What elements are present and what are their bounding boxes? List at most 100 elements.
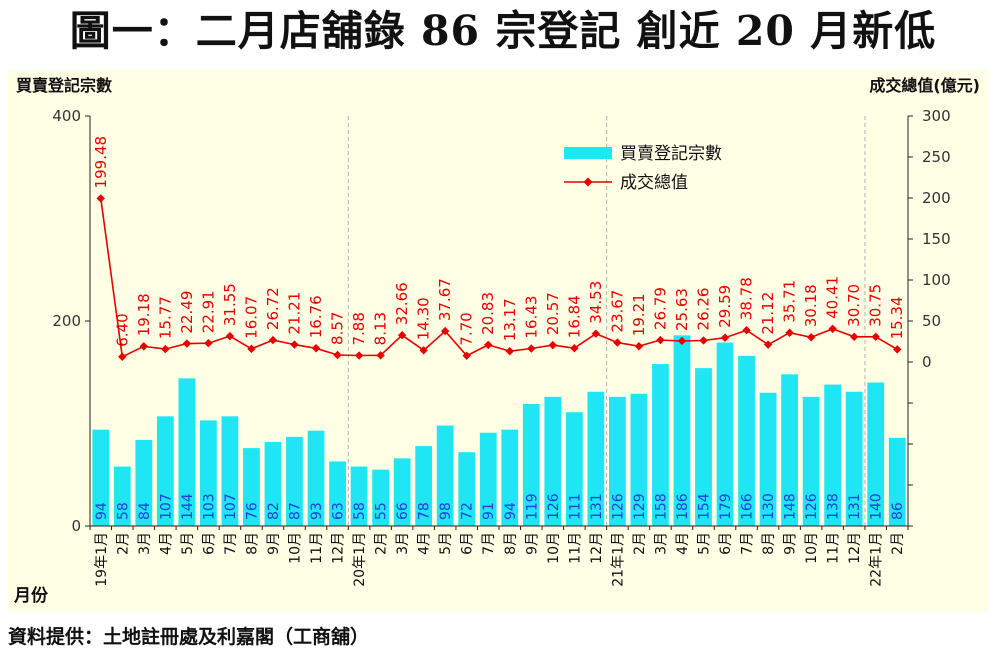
x-tick-label: 10月 <box>546 532 562 564</box>
x-tick-label: 7月 <box>481 532 497 555</box>
line-label: 199.48 <box>92 136 110 188</box>
line-point <box>462 351 471 360</box>
bar <box>802 396 820 526</box>
bar-label: 129 <box>632 493 648 520</box>
x-tick-label: 4月 <box>158 532 174 555</box>
series-line <box>100 198 898 359</box>
bar <box>243 448 260 526</box>
bar <box>113 466 131 526</box>
legend-line-label: 成交總值 <box>620 173 688 193</box>
line-label: 37.67 <box>436 278 454 321</box>
bar-label: 58 <box>115 502 131 520</box>
bar-label: 154 <box>697 493 713 520</box>
bar-label: 126 <box>804 493 820 520</box>
bar <box>522 404 540 526</box>
bar <box>587 391 605 526</box>
line-point <box>225 331 235 341</box>
line-point <box>484 340 493 350</box>
line-point <box>204 339 213 348</box>
line-point <box>871 332 880 341</box>
bar-label: 84 <box>137 502 153 520</box>
line-label: 6.40 <box>113 313 131 346</box>
bar-label: 91 <box>481 502 497 520</box>
left-axis-title: 買賣登記宗數 <box>16 76 112 95</box>
line-point <box>182 339 192 348</box>
bar-label: 72 <box>460 502 476 520</box>
bar <box>652 364 669 526</box>
bar <box>221 416 239 526</box>
line-point <box>419 346 428 355</box>
bar <box>372 469 390 526</box>
bar-label: 144 <box>180 493 196 520</box>
bar-series <box>92 335 906 526</box>
line-label: 21.21 <box>286 292 304 335</box>
bar-label: 87 <box>288 502 304 520</box>
line-label: 7.88 <box>350 312 368 345</box>
x-tick-label: 11月 <box>309 532 325 564</box>
bar-label: 179 <box>718 493 734 520</box>
bar-label: 76 <box>244 502 260 520</box>
bar <box>501 429 519 526</box>
x-tick-label: 7月 <box>223 532 239 555</box>
line-label: 14.30 <box>415 297 433 340</box>
line-label: 38.78 <box>738 277 756 320</box>
bar-value-labels: 94 58 84 107 144 103 107 76 82 87 93 63 58 55 66 78 98 72… <box>94 493 906 520</box>
x-tick-label: 10月 <box>288 532 304 564</box>
bar-label: 131 <box>847 493 863 520</box>
x-tick-label: 19年1月 <box>94 532 110 587</box>
legend-bar-label: 買賣登記宗數 <box>620 144 722 164</box>
bar-label: 78 <box>417 502 433 520</box>
bar-label: 58 <box>352 502 368 520</box>
line-point <box>139 342 149 351</box>
bar-label: 94 <box>503 502 519 520</box>
bar <box>867 382 885 526</box>
chart-panel: 94 58 84 107 144 103 107 76 82 87 93 63 58 55 66 78 98 72… <box>8 70 988 612</box>
line-series <box>96 194 902 361</box>
line-label: 30.70 <box>845 284 863 327</box>
bar <box>544 396 562 526</box>
bar <box>845 391 863 526</box>
bar <box>759 392 777 526</box>
x-tick-label: 10月 <box>804 532 820 564</box>
bar-label: 126 <box>546 493 562 520</box>
left-tick-label: 200 <box>52 312 81 330</box>
bar-label: 130 <box>761 493 777 520</box>
line-label: 16.43 <box>522 296 540 339</box>
x-tick-label: 12月 <box>589 532 605 564</box>
x-tick-label: 8月 <box>244 532 260 555</box>
bar-label: 107 <box>223 493 239 520</box>
line-label: 19.18 <box>135 293 153 336</box>
x-tick-label: 3月 <box>395 532 411 555</box>
x-tick-label: 12月 <box>331 532 347 564</box>
year-dividers <box>347 116 866 526</box>
bar-label: 158 <box>653 493 669 520</box>
x-tick-label: 5月 <box>180 532 196 555</box>
x-tick-labels: 19年1月 2月 3月 4月 5月 6月 7月 8月 9月 10月 11月 12月 20年1月 2月 3月 4… <box>94 532 906 587</box>
line-value-labels: 199.48 6.40 19.18 15.77 22.49 22.91 31.55 16.07… <box>92 136 906 347</box>
bar <box>824 384 842 526</box>
bar <box>888 437 906 526</box>
bar-label: 111 <box>567 493 583 520</box>
line-point <box>397 331 407 340</box>
source-note: 資料提供：土地註冊處及利嘉閣（工商舖） <box>8 626 370 648</box>
line-point <box>893 345 902 354</box>
x-tick-label: 9月 <box>524 532 540 555</box>
x-axis-title: 月份 <box>13 585 49 606</box>
bar <box>630 393 648 526</box>
line-point <box>613 338 622 347</box>
line-point <box>440 326 450 336</box>
right-tick-label: 50 <box>922 312 941 330</box>
bar <box>565 412 583 526</box>
x-tick-label: 22年1月 <box>869 532 885 587</box>
line-point <box>742 326 751 335</box>
bar <box>92 429 110 526</box>
x-tick-label: 7月 <box>740 532 756 555</box>
line-label: 8.57 <box>329 312 347 345</box>
x-tick-label: 8月 <box>503 532 519 555</box>
bar-label: 86 <box>890 502 906 520</box>
line-point <box>591 329 601 338</box>
line-label: 16.84 <box>565 295 583 338</box>
right-tick-label: 0 <box>922 353 932 371</box>
line-label: 16.07 <box>242 296 260 339</box>
